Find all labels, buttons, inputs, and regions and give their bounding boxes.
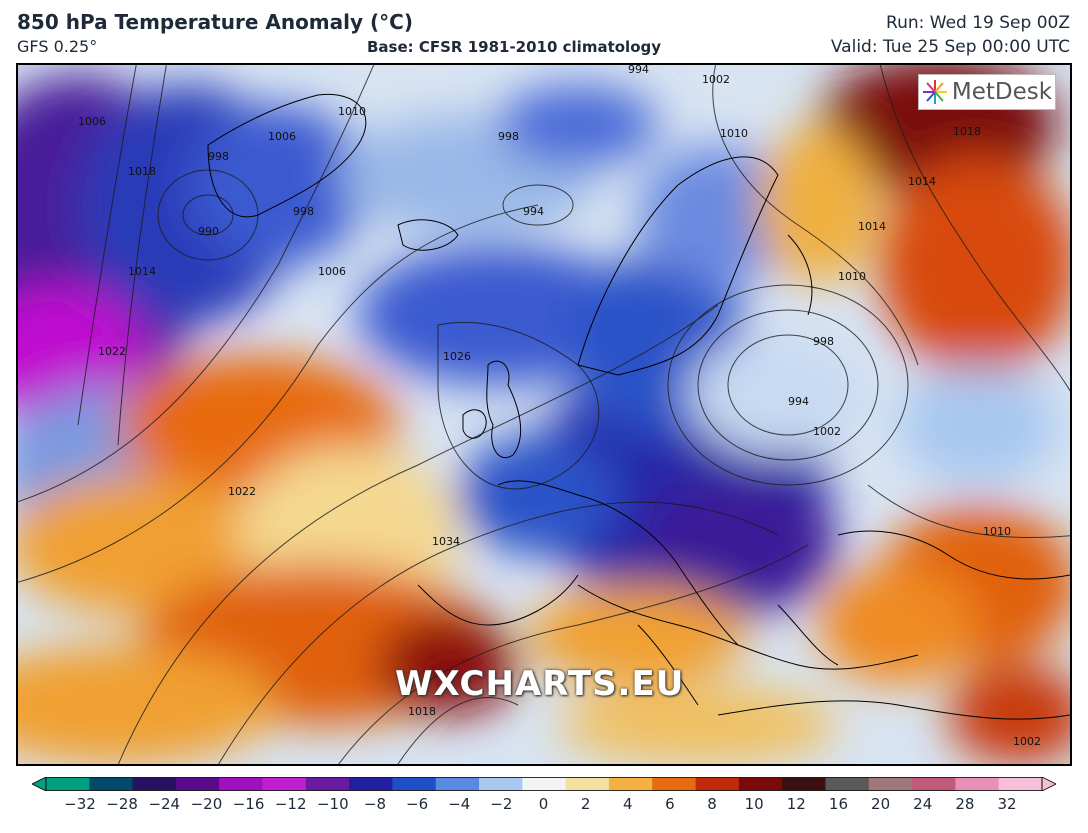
metdesk-logo-icon <box>922 80 947 104</box>
isobar-label: 1018 <box>953 125 981 138</box>
colorbar-tick-label: 8 <box>707 795 717 813</box>
colorbar-segment <box>955 777 1000 791</box>
isobar-label: 1014 <box>858 220 886 233</box>
colorbar-tick-label: −2 <box>490 795 513 813</box>
wxcharts-watermark: WXCHARTS.EU <box>395 664 685 704</box>
isobar-label: 1034 <box>432 535 460 548</box>
isobar-label: 1010 <box>983 525 1011 538</box>
colorbar-segment <box>912 777 956 791</box>
isobar-label: 1014 <box>128 265 156 278</box>
temperature-anomaly-field <box>18 65 1070 764</box>
model-label: GFS 0.25° <box>17 37 98 56</box>
colorbar-tick-label: −10 <box>316 795 349 813</box>
colorbar-tick-label: 20 <box>871 795 891 813</box>
isobar-label: 1026 <box>443 350 471 363</box>
colorbar-segment <box>219 777 264 791</box>
isobar-contours <box>18 65 1070 764</box>
colorbar-tick-label: 12 <box>786 795 806 813</box>
colorbar-tick-label: 4 <box>622 795 633 813</box>
base-climatology-label: Base: CFSR 1981-2010 climatology <box>367 38 662 56</box>
map-title: 850 hPa Temperature Anomaly (°C) <box>17 10 413 34</box>
isobar-label: 1002 <box>1013 735 1041 748</box>
colorbar-max-arrow <box>1041 777 1056 791</box>
colorbar-tick-label: 16 <box>828 795 848 813</box>
colorbar-tick-label: 0 <box>538 795 549 813</box>
colorbar-segment <box>349 777 393 791</box>
colorbar-tick-label: −20 <box>190 795 223 813</box>
colorbar-segment <box>608 777 653 791</box>
isobar-label: 1002 <box>702 73 730 86</box>
colorbar-tick-label: −24 <box>148 795 181 813</box>
map-canvas: 994 1002 1010 1010 1006 998 998 994 1006… <box>18 65 1070 764</box>
colorbar-tick-label: −12 <box>274 795 307 813</box>
colorbar-segment <box>435 777 480 791</box>
isobar-label: 998 <box>208 150 229 163</box>
isobar-label: 994 <box>628 65 649 76</box>
colorbar-tick-label: 2 <box>580 795 591 813</box>
isobar-label: 1010 <box>338 105 366 118</box>
colorbar-segment <box>868 777 913 791</box>
isobar-label: 1022 <box>98 345 126 358</box>
colorbar-segment <box>695 777 740 791</box>
colorbar-tick-label: 24 <box>913 795 933 813</box>
colorbar-min-arrow <box>32 777 47 791</box>
colorbar-tick-label: 10 <box>744 795 764 813</box>
colorbar-segment <box>479 777 523 791</box>
isobar-label: 1002 <box>813 425 841 438</box>
colorbar-tick-label: 6 <box>665 795 675 813</box>
isobar-label: 994 <box>523 205 544 218</box>
colorbar-tick-labels: −32 −28 −24 −20 −16 −12 −10 −8 −6 −4 −2 0 2 4 6 8 10 12 16… <box>0 795 1088 819</box>
colorbar-segment <box>825 777 870 791</box>
isobar-label: 1006 <box>78 115 106 128</box>
isobar-label: 1006 <box>268 130 296 143</box>
colorbar-tick-label: −8 <box>363 795 387 813</box>
isobar-label: 1010 <box>838 270 866 283</box>
colorbar-tick-label: −16 <box>232 795 265 813</box>
isobar-label: 1010 <box>720 127 748 140</box>
colorbar-tick-label: −32 <box>64 795 96 813</box>
colorbar-segment <box>652 777 697 791</box>
isobar-label: 1006 <box>318 265 346 278</box>
run-time-label: Run: Wed 19 Sep 00Z <box>886 13 1070 33</box>
colorbar-tick-label: 28 <box>955 795 975 813</box>
colorbar-tick-label: −28 <box>106 795 138 813</box>
colorbar-tick-label: −6 <box>406 795 429 813</box>
isobar-label: 998 <box>498 130 519 143</box>
colorbar-segment <box>175 777 220 791</box>
colorbar-segment <box>132 777 177 791</box>
coastlines <box>207 93 1070 720</box>
colorbar-segment <box>392 777 437 791</box>
colorbar-segment <box>305 777 350 791</box>
colorbar <box>32 777 1056 791</box>
colorbar-tick-label: −4 <box>448 795 471 813</box>
colorbar-segment <box>262 777 307 791</box>
isobar-labels: 994 1002 1010 1010 1006 998 998 994 1006… <box>78 65 1041 748</box>
isobar-label: 1022 <box>228 485 256 498</box>
isobar-label: 990 <box>198 225 219 238</box>
anomaly-map[interactable]: 994 1002 1010 1010 1006 998 998 994 1006… <box>16 63 1072 766</box>
colorbar-segment <box>782 777 826 791</box>
colorbar-segment <box>522 777 567 791</box>
isobar-label: 1014 <box>908 175 936 188</box>
metdesk-logo: MetDesk <box>918 74 1056 110</box>
isobar-label: 998 <box>293 205 314 218</box>
isobar-label: 1018 <box>408 705 436 718</box>
isobar-label: 1018 <box>128 165 156 178</box>
colorbar-segment <box>89 777 134 791</box>
colorbar-tick-label: 32 <box>997 795 1017 813</box>
colorbar-segment <box>998 777 1043 791</box>
isobar-label: 998 <box>813 335 834 348</box>
valid-time-label: Valid: Tue 25 Sep 00:00 UTC <box>830 37 1070 57</box>
colorbar-segment <box>565 777 610 791</box>
colorbar-segment <box>46 777 90 791</box>
metdesk-logo-text: MetDesk <box>951 79 1053 105</box>
isobar-label: 994 <box>788 395 809 408</box>
colorbar-segment <box>738 777 783 791</box>
